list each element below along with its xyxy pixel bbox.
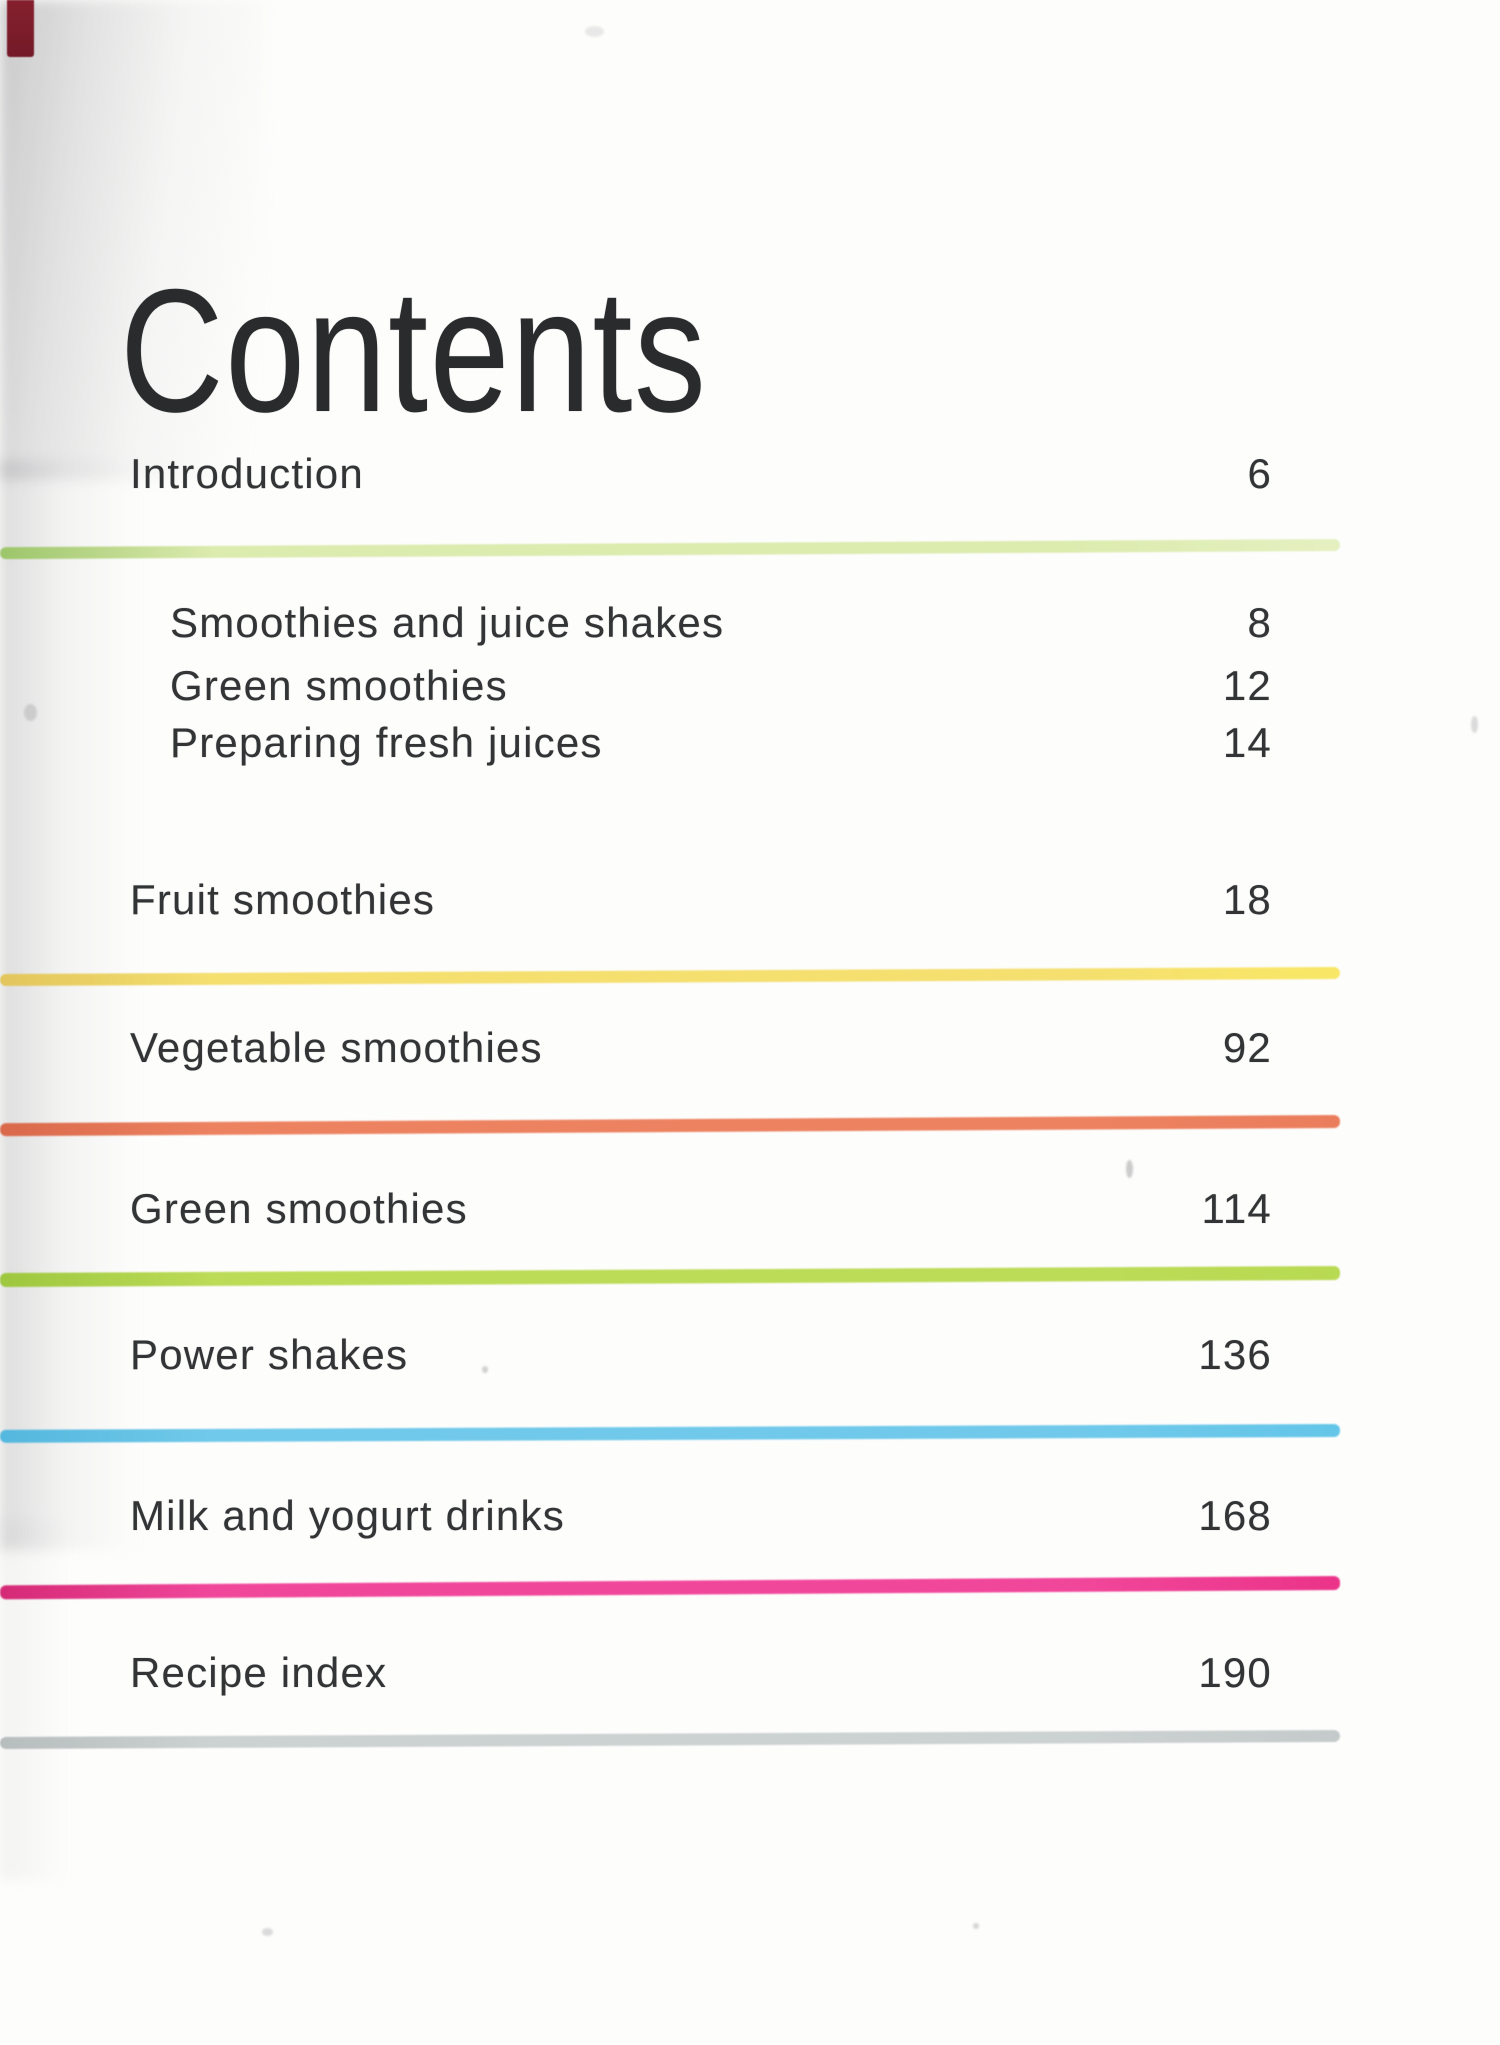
- scan-shadow-left-middle: [0, 460, 140, 1550]
- entry-page-number: 12: [1222, 662, 1272, 709]
- book-spine-red-mark: [7, 0, 34, 57]
- entry-page-number: 8: [1247, 599, 1272, 646]
- toc-entry-green-smoothies: Green smoothies 114: [130, 1184, 1272, 1234]
- entry-label: Recipe index: [130, 1649, 388, 1696]
- section-divider-green-smoothies: [0, 1266, 1341, 1288]
- section-divider-recipe-index: [0, 1730, 1341, 1750]
- entry-label: Smoothies and juice shakes: [170, 599, 725, 646]
- entry-label: Preparing fresh juices: [170, 719, 603, 766]
- section-divider-vegetable-smoothies: [0, 1115, 1341, 1137]
- scan-speck: [482, 1366, 488, 1373]
- entry-page-number: 168: [1198, 1492, 1272, 1539]
- entry-page-number: 92: [1222, 1024, 1272, 1071]
- toc-entry-vegetable-smoothies: Vegetable smoothies 92: [130, 1023, 1272, 1073]
- section-divider-power-shakes: [0, 1424, 1341, 1443]
- entry-label: Vegetable smoothies: [130, 1024, 543, 1071]
- toc-entry-preparing-fresh-juices: Preparing fresh juices 14: [170, 718, 1272, 768]
- toc-entry-fruit-smoothies: Fruit smoothies 18: [130, 875, 1272, 925]
- entry-page-number: 136: [1198, 1331, 1272, 1378]
- scan-speck: [973, 1923, 979, 1929]
- page-title: Contents: [120, 254, 708, 450]
- entry-label: Fruit smoothies: [130, 876, 436, 923]
- entry-label: Introduction: [130, 450, 364, 497]
- scan-speck: [262, 1928, 273, 1936]
- toc-entry-milk-and-yogurt-drinks: Milk and yogurt drinks 168: [130, 1491, 1272, 1541]
- scan-speck: [1126, 1160, 1133, 1178]
- toc-entry-green-smoothies-intro: Green smoothies 12: [170, 661, 1272, 711]
- entry-page-number: 14: [1222, 719, 1272, 766]
- scan-speck: [585, 26, 604, 37]
- section-divider-introduction: [0, 539, 1341, 560]
- section-divider-fruit-smoothies: [0, 967, 1341, 987]
- entry-label: Power shakes: [130, 1331, 409, 1378]
- toc-entry-recipe-index: Recipe index 190: [130, 1648, 1272, 1698]
- entry-page-number: 190: [1198, 1649, 1272, 1696]
- toc-entry-introduction: Introduction 6: [130, 449, 1272, 499]
- entry-page-number: 18: [1222, 876, 1272, 923]
- entry-label: Milk and yogurt drinks: [130, 1492, 565, 1539]
- toc-entry-smoothies-and-juice-shakes: Smoothies and juice shakes 8: [170, 598, 1272, 648]
- scan-speck: [1471, 716, 1478, 733]
- scan-speck: [24, 704, 37, 721]
- entry-page-number: 6: [1247, 450, 1272, 497]
- toc-entry-power-shakes: Power shakes 136: [130, 1330, 1272, 1380]
- entry-label: Green smoothies: [130, 1185, 468, 1232]
- scan-shadow-left-bottom: [0, 1520, 70, 1880]
- entry-label: Green smoothies: [170, 662, 508, 709]
- section-divider-milk-and-yogurt: [0, 1576, 1341, 1600]
- entry-page-number: 114: [1201, 1185, 1272, 1232]
